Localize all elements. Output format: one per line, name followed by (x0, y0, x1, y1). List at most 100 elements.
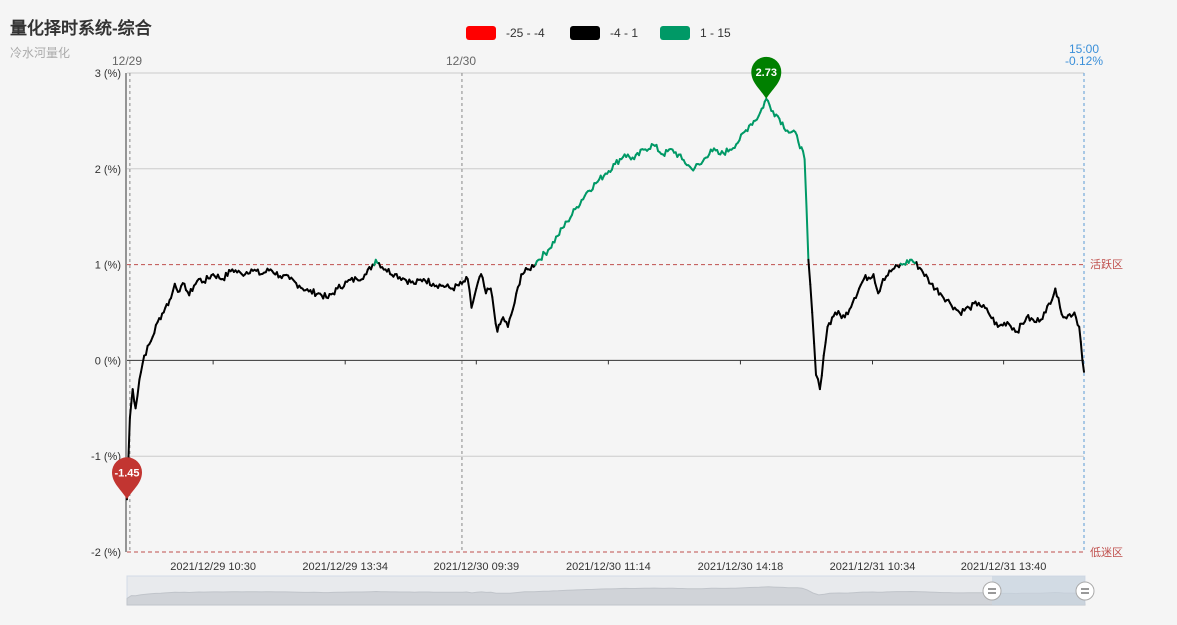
series-segment (829, 316, 834, 326)
series-segment (144, 344, 149, 356)
y-tick-label: -2 (%) (91, 547, 121, 559)
series-segment (493, 309, 497, 325)
series-segment (915, 261, 920, 270)
series-segment (183, 282, 187, 292)
legend-item-green[interactable]: 1 - 15 (660, 26, 731, 40)
x-tick-label: 2021/12/29 10:30 (170, 561, 256, 573)
series-segment (513, 292, 518, 304)
series-segment (170, 290, 174, 300)
legend-swatch-green (660, 26, 690, 40)
series-segment (515, 286, 519, 295)
series-segment (813, 342, 817, 376)
series-segment (807, 258, 812, 286)
legend-label: -25 - -4 (506, 26, 545, 40)
series-segment (811, 311, 816, 345)
min-marker-label: -1.45 (114, 467, 139, 479)
y-tick-label: 0 (%) (95, 355, 121, 367)
series-segment (558, 227, 562, 236)
series-segment (128, 402, 133, 419)
legend-item-red[interactable]: -25 - -4 (466, 26, 545, 40)
series-segment (511, 301, 516, 311)
series-segment (475, 281, 479, 290)
series-segment (481, 276, 486, 288)
series-segment (1044, 305, 1049, 314)
series-segment (969, 302, 974, 311)
series-segment (822, 341, 827, 357)
threshold-label-low: 低迷区 (1090, 546, 1123, 559)
series-segment (878, 283, 883, 293)
series-segment (820, 354, 825, 377)
series-segment (805, 206, 810, 261)
series-segment (518, 273, 523, 286)
data-zoom-selection[interactable] (992, 576, 1085, 605)
series-segment (141, 354, 146, 365)
grid (127, 72, 1085, 553)
legend-item-black[interactable]: -4 - 1 (570, 26, 638, 40)
series-segment (824, 325, 829, 344)
series-segment (1081, 359, 1085, 373)
y-tick-label: 2 (%) (95, 164, 121, 176)
series-segment (468, 289, 473, 309)
series-segment (489, 287, 494, 299)
series-segment (134, 394, 139, 410)
series-segment (153, 324, 157, 335)
legend-label: 1 - 15 (700, 26, 731, 40)
series-segment (506, 318, 511, 328)
series-segment (1078, 325, 1082, 343)
series-segment (1041, 311, 1046, 320)
day-label: 12/29 (112, 54, 142, 68)
series-segment (138, 371, 142, 381)
max-marker-label: 2.73 (756, 67, 777, 79)
y-tick-label: 1 (%) (95, 260, 121, 272)
series-segment (1057, 297, 1062, 309)
axes: -2 (%) -1 (%) 0 (%) 1 (%) 2 (%) 3 (%) 2021/12/… (91, 68, 1046, 573)
max-marker: 2.73 (751, 56, 782, 99)
series-segment (553, 235, 558, 244)
min-marker: -1.45 (112, 457, 142, 500)
series-segment (466, 278, 471, 292)
series-segment (809, 283, 814, 314)
series-segment (1059, 306, 1063, 316)
series-segment (591, 182, 596, 191)
series-segment (333, 287, 337, 296)
chart-subtitle: 冷水河量化 (10, 46, 71, 60)
series-segment (127, 416, 131, 460)
series-segment (491, 296, 495, 312)
threshold-label-active: 活跃区 (1090, 257, 1123, 271)
series-segment (473, 287, 478, 296)
data-zoom-handle-left[interactable] (982, 581, 1002, 601)
day-label: 12/30 (446, 54, 476, 68)
chart-title: 量化择时系统-综合 (10, 19, 152, 38)
series-segment (140, 362, 144, 373)
data-zoom-handle-right[interactable] (1075, 581, 1095, 601)
y-tick-label: -1 (%) (91, 451, 121, 463)
series-segment (472, 294, 476, 303)
data-zoom-preview (126, 586, 1086, 606)
legend-swatch-red (466, 26, 496, 40)
x-tick-label: 2021/12/31 10:34 (830, 561, 916, 573)
legend-label: -4 - 1 (610, 26, 639, 40)
end-time-label: 15:00 (1069, 42, 1099, 56)
series-segment (496, 323, 500, 333)
series-segment (540, 250, 545, 261)
legend-swatch-black (570, 26, 600, 40)
series-segment (1017, 322, 1022, 334)
x-tick-label: 2021/12/30 11:14 (566, 561, 651, 573)
series (126, 97, 1085, 501)
end-value-label: -0.12% (1065, 54, 1103, 68)
x-tick-label: 2021/12/29 13:34 (302, 561, 388, 573)
data-zoom-slider[interactable] (126, 575, 1095, 606)
series-segment (1075, 316, 1079, 326)
series-segment (762, 100, 766, 109)
series-segment (131, 388, 136, 403)
markers: 2.73 -1.45 (112, 56, 782, 500)
x-tick-label: 2021/12/31 13:40 (961, 561, 1047, 573)
series-segment (795, 134, 800, 144)
series-segment (470, 300, 475, 309)
x-tick-label: 2021/12/30 14:18 (698, 561, 784, 573)
min-marker-shape (112, 457, 142, 500)
series-segment (781, 121, 786, 130)
x-tick-label: 2021/12/30 09:39 (433, 561, 519, 573)
max-marker-shape (751, 56, 782, 99)
